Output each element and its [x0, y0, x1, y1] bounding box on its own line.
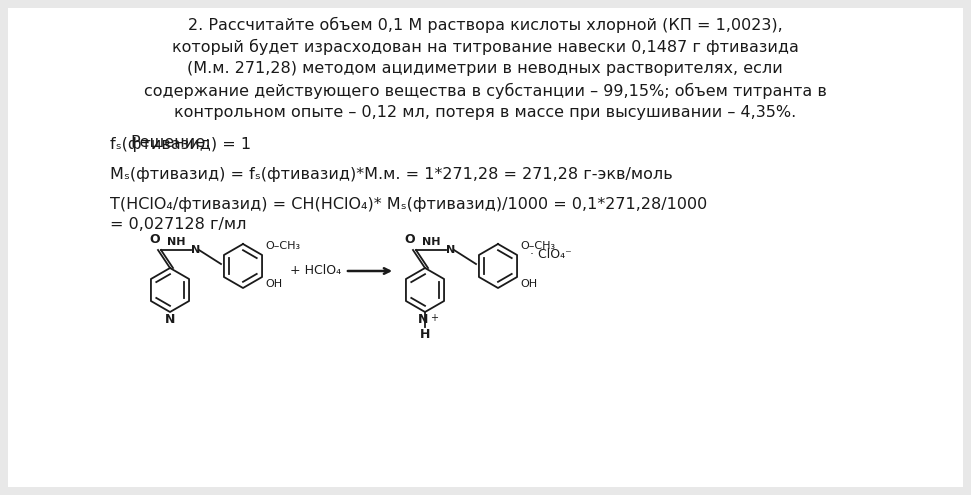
- Text: N: N: [446, 245, 455, 255]
- Text: O–CH₃: O–CH₃: [265, 241, 300, 251]
- Text: OH: OH: [520, 279, 537, 289]
- Text: fₛ(фтивазид) = 1: fₛ(фтивазид) = 1: [110, 137, 251, 152]
- Text: O: O: [150, 233, 160, 246]
- Text: OH: OH: [265, 279, 283, 289]
- Text: Решение:: Решение:: [130, 135, 211, 150]
- Text: N: N: [191, 245, 200, 255]
- Text: +: +: [430, 313, 438, 323]
- Text: = 0,027128 г/мл: = 0,027128 г/мл: [110, 217, 247, 232]
- Text: Мₛ(фтивазид) = fₛ(фтивазид)*М.м. = 1*271,28 = 271,28 г-экв/моль: Мₛ(фтивазид) = fₛ(фтивазид)*М.м. = 1*271…: [110, 167, 673, 182]
- Text: O: O: [405, 233, 416, 246]
- Text: содержание действующего вещества в субстанции – 99,15%; объем титранта в: содержание действующего вещества в субст…: [144, 83, 826, 99]
- Text: 2. Рассчитайте объем 0,1 М раствора кислоты хлорной (КП = 1,0023),: 2. Рассчитайте объем 0,1 М раствора кисл…: [187, 17, 783, 33]
- Text: N: N: [418, 313, 428, 326]
- Text: O–CH₃: O–CH₃: [520, 241, 555, 251]
- Text: который будет израсходован на титрование навески 0,1487 г фтивазида: который будет израсходован на титрование…: [172, 39, 798, 55]
- Text: NH: NH: [421, 237, 440, 247]
- Text: · ClO₄⁻: · ClO₄⁻: [530, 248, 572, 260]
- Text: H: H: [419, 328, 430, 341]
- Text: (М.м. 271,28) методом ацидиметрии в неводных растворителях, если: (М.м. 271,28) методом ацидиметрии в нево…: [187, 61, 783, 76]
- FancyBboxPatch shape: [8, 8, 963, 487]
- Text: NH: NH: [167, 237, 185, 247]
- Text: + HClO₄: + HClO₄: [290, 264, 341, 278]
- Text: контрольном опыте – 0,12 мл, потеря в массе при высушивании – 4,35%.: контрольном опыте – 0,12 мл, потеря в ма…: [174, 105, 796, 120]
- Text: N: N: [165, 313, 175, 326]
- Text: Т(НСlО₄/фтивазид) = СН(НСlО₄)* Мₛ(фтивазид)/1000 = 0,1*271,28/1000: Т(НСlО₄/фтивазид) = СН(НСlО₄)* Мₛ(фтиваз…: [110, 197, 707, 212]
